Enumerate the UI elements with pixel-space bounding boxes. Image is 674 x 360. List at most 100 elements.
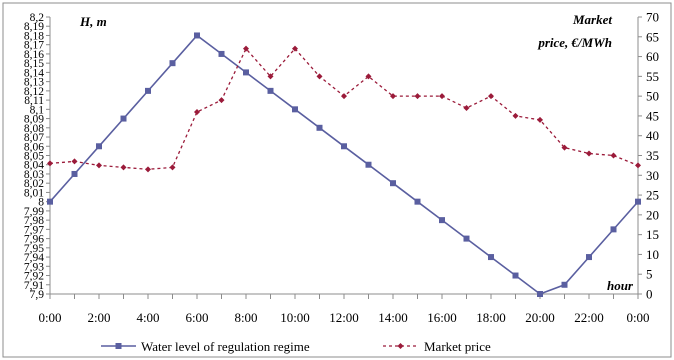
x-tick-label: 12:00 xyxy=(329,310,359,325)
data-point-water-level xyxy=(71,170,78,177)
right-y-tick-label: 15 xyxy=(646,227,659,242)
right-axis-label-line2: price, €/MWh xyxy=(537,35,612,50)
data-point-market-price xyxy=(120,164,127,171)
right-y-tick-label: 70 xyxy=(646,10,659,25)
data-point-water-level xyxy=(243,69,249,76)
right-y-tick-label: 35 xyxy=(646,148,659,163)
data-point-market-price xyxy=(71,158,78,165)
left-y-tick-label: 8,18 xyxy=(24,30,44,42)
x-tick-label: 4:00 xyxy=(136,310,159,325)
left-y-tick-label: 8,2 xyxy=(30,12,45,24)
left-y-tick-label: 8,08 xyxy=(24,123,44,135)
data-point-market-price xyxy=(243,45,249,52)
series-layer xyxy=(47,32,641,297)
right-y-tick-label: 40 xyxy=(646,128,659,143)
data-point-market-price xyxy=(390,93,396,100)
data-point-water-level xyxy=(218,50,225,57)
data-point-water-level xyxy=(145,87,151,94)
data-point-market-price xyxy=(635,162,641,169)
legend-item-water-level: Water level of regulation regime xyxy=(101,339,310,354)
left-y-tick-label: 8,09 xyxy=(24,114,44,126)
data-point-water-level xyxy=(586,254,592,261)
data-point-water-level xyxy=(537,291,543,297)
left-y-tick-label: 8,19 xyxy=(24,21,44,33)
left-y-tick-label: 8,03 xyxy=(24,169,44,181)
data-point-water-level xyxy=(463,235,470,242)
left-y-tick-label: 8,17 xyxy=(24,40,44,52)
data-point-market-price xyxy=(267,73,274,80)
x-tick-label: 0:00 xyxy=(38,310,61,325)
left-y-ticks: 7,97,917,927,937,947,957,967,977,987,998… xyxy=(24,12,50,301)
left-y-tick-label: 8,1 xyxy=(30,104,45,116)
x-tick-label: 6:00 xyxy=(185,310,208,325)
right-y-tick-label: 10 xyxy=(646,247,659,262)
data-point-market-price xyxy=(145,166,151,173)
data-point-water-level xyxy=(316,124,323,131)
right-y-tick-label: 50 xyxy=(646,89,659,104)
legend: Water level of regulation regime Market … xyxy=(101,339,491,354)
x-tick-label: 18:00 xyxy=(476,310,506,325)
right-y-tick-label: 55 xyxy=(646,69,659,84)
data-point-market-price xyxy=(218,97,225,104)
left-y-tick-label: 7,93 xyxy=(24,261,44,273)
data-point-water-level xyxy=(194,32,200,39)
left-y-tick-label: 8,02 xyxy=(24,178,44,190)
data-point-market-price xyxy=(365,73,372,80)
left-y-tick-label: 7,94 xyxy=(24,252,44,264)
left-y-tick-label: 7,98 xyxy=(24,215,44,227)
data-point-water-level xyxy=(96,143,102,150)
right-y-tick-label: 65 xyxy=(646,29,659,44)
left-y-tick-label: 8 xyxy=(38,197,44,209)
x-tick-label: 2:00 xyxy=(87,310,110,325)
data-point-market-price xyxy=(96,162,102,169)
data-point-water-level xyxy=(365,161,372,168)
data-point-water-level xyxy=(488,254,494,261)
data-point-water-level xyxy=(120,115,127,122)
left-y-tick-label: 7,9 xyxy=(30,289,45,301)
x-tick-label: 8:00 xyxy=(234,310,257,325)
right-y-tick-label: 45 xyxy=(646,108,659,123)
left-y-tick-label: 7,92 xyxy=(24,271,44,283)
left-y-tick-label: 7,97 xyxy=(24,224,44,236)
x-tick-label: 16:00 xyxy=(427,310,457,325)
data-point-water-level xyxy=(341,143,347,150)
x-axis-label: hour xyxy=(607,278,634,293)
data-point-market-price xyxy=(292,45,298,52)
data-point-market-price xyxy=(194,108,200,115)
left-y-tick-label: 8,01 xyxy=(24,187,44,199)
data-point-market-price xyxy=(561,144,568,151)
data-point-water-level xyxy=(610,226,617,233)
data-point-water-level xyxy=(561,281,568,288)
data-point-water-level xyxy=(414,198,421,205)
left-y-tick-label: 8,14 xyxy=(24,67,44,79)
right-y-tick-label: 30 xyxy=(646,168,659,183)
data-point-water-level xyxy=(439,217,445,224)
data-point-water-level xyxy=(292,106,298,113)
data-point-market-price xyxy=(488,93,494,100)
left-axis-label: H, m xyxy=(79,14,107,29)
left-y-tick-label: 8,04 xyxy=(24,160,44,172)
right-y-tick-label: 20 xyxy=(646,207,659,222)
data-point-market-price xyxy=(537,116,543,123)
data-point-market-price xyxy=(47,160,53,167)
right-y-tick-label: 0 xyxy=(646,287,653,302)
left-y-tick-label: 7,96 xyxy=(24,234,44,246)
legend-market-price-label: Market price xyxy=(424,339,491,354)
right-axis-label-line1: Market xyxy=(572,12,612,27)
data-point-market-price xyxy=(316,73,323,80)
legend-item-market-price: Market price xyxy=(383,339,491,354)
left-y-tick-label: 7,99 xyxy=(24,206,44,218)
x-tick-label: 20:00 xyxy=(525,310,555,325)
left-y-tick-label: 8,13 xyxy=(24,77,44,89)
data-point-market-price xyxy=(414,93,421,100)
x-tick-label: 22:00 xyxy=(574,310,604,325)
x-tick-label: 10:00 xyxy=(280,310,310,325)
data-point-water-level xyxy=(512,272,519,279)
legend-market-price-marker xyxy=(397,343,404,349)
x-ticks: 0:00 2:00 4:00 6:00 8:00 10:00 12:00 14:00 16:00… xyxy=(38,294,650,325)
left-y-tick-label: 8,07 xyxy=(24,132,44,144)
data-point-market-price xyxy=(463,105,470,112)
left-y-tick-label: 8,16 xyxy=(24,49,44,61)
